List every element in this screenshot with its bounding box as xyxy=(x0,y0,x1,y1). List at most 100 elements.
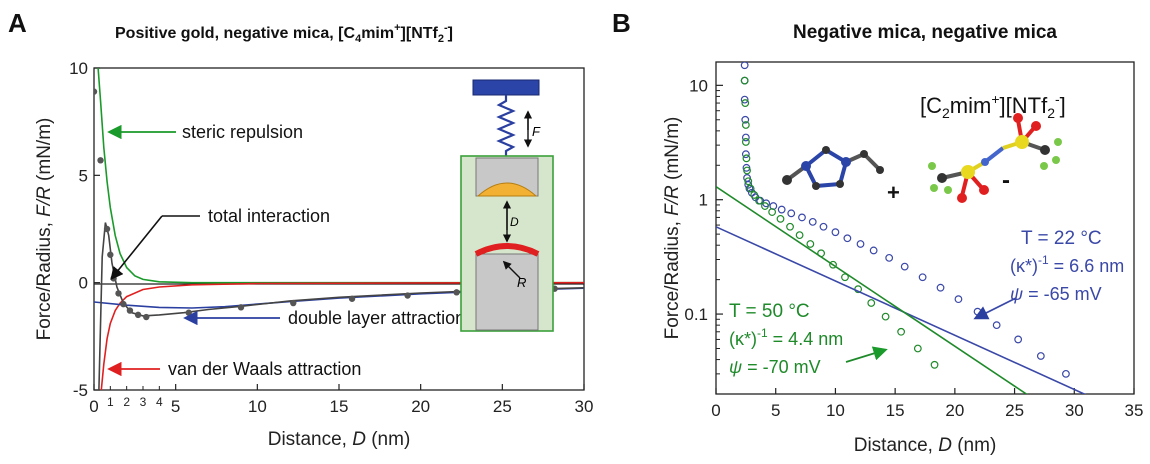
b-xtick-label: 0 xyxy=(711,401,720,420)
total-label: total interaction xyxy=(208,206,330,226)
b-point-22c xyxy=(843,234,852,243)
a-data-point xyxy=(97,157,104,164)
b-point-22c xyxy=(1062,369,1070,378)
b-point-22c xyxy=(992,321,1001,330)
b-point-22c xyxy=(918,273,927,282)
b-point-22c xyxy=(885,253,894,262)
spring-mount xyxy=(472,79,540,96)
a-xtick-label: 20 xyxy=(411,397,430,416)
b-point-50c xyxy=(746,184,755,193)
a-data-point xyxy=(120,300,127,308)
panel-b-letter: B xyxy=(612,8,631,38)
panel-b-ticks: 0 5 10 15 20 25 30 35 0.1 1 10 xyxy=(684,76,1143,420)
a-ytick-label: 5 xyxy=(79,166,88,185)
radius-label: R xyxy=(517,275,526,290)
annotation-22c: T = 22 °C (κ*)-1 = 6.6 nm ψ = -65 mV xyxy=(973,228,1124,320)
a-data-point xyxy=(126,307,134,314)
b-point-22c xyxy=(787,209,796,218)
radius-arrow xyxy=(502,260,521,279)
spring xyxy=(496,95,516,159)
panel-b-frame xyxy=(715,61,1135,395)
a-data-point xyxy=(237,304,245,311)
a-ytick-label: 0 xyxy=(79,274,88,293)
a-data-point xyxy=(143,313,150,321)
annotation-50c: T = 50 °C (κ*)-1 = 4.4 nm ψ = -70 mV xyxy=(729,301,888,377)
b-point-22c xyxy=(740,95,749,104)
b-point-50c xyxy=(761,202,769,210)
sfa-schematic: F D R xyxy=(460,79,554,332)
force-label: F xyxy=(532,124,541,139)
b-point-22c xyxy=(777,205,786,214)
b-point-50c xyxy=(930,360,939,369)
ionic-liquid-label: [C2mim+][NTf2-] xyxy=(920,91,1066,121)
b-point-22c xyxy=(900,262,909,271)
a-data-point xyxy=(453,289,460,296)
panel-b-ylabel: Force/Radius, F/R (mN/m) xyxy=(662,117,683,340)
t50-psi: ψ = -70 mV xyxy=(729,357,821,377)
gold-surface xyxy=(476,182,538,197)
b-xtick-label: 25 xyxy=(1005,401,1024,420)
a-xtick-minor-label: 2 xyxy=(123,395,130,409)
b-point-22c xyxy=(808,217,817,226)
a-data-point xyxy=(290,299,297,307)
t22-arrow xyxy=(973,297,1017,320)
panel-a-letter: A xyxy=(8,8,27,38)
b-point-50c xyxy=(806,240,815,248)
t22-psi: ψ = -65 mV xyxy=(1010,284,1102,304)
b-xtick-label: 20 xyxy=(945,401,964,420)
b-point-22c xyxy=(1014,335,1023,344)
b-point-22c xyxy=(741,115,750,124)
a-data-point xyxy=(404,292,411,299)
panel-b-xlabel: Distance, D (nm) xyxy=(854,435,997,456)
panel-b-plot-area xyxy=(716,62,1087,394)
b-point-22c xyxy=(744,180,753,189)
b-point-50c xyxy=(881,312,890,321)
b-ytick-label: 10 xyxy=(689,76,708,95)
a-xtick-label: 25 xyxy=(493,397,512,416)
b-xtick-label: 5 xyxy=(771,401,780,420)
b-xtick-label: 30 xyxy=(1065,401,1084,420)
t22-temp: T = 22 °C xyxy=(1021,228,1102,249)
b-point-22c xyxy=(741,150,750,159)
b-point-50c xyxy=(841,273,849,282)
a-xtick-label: 30 xyxy=(575,397,594,416)
mica-surface xyxy=(474,243,540,257)
b-point-50c xyxy=(786,222,794,231)
b-point-22c xyxy=(936,283,945,292)
b-point-50c xyxy=(750,191,759,199)
t22-debye: (κ*)-1 = 6.6 nm xyxy=(1010,253,1124,276)
double-layer-label: double layer attraction xyxy=(288,308,465,328)
b-point-22c xyxy=(819,222,828,231)
b-point-22c xyxy=(869,246,878,255)
b-xtick-label: 10 xyxy=(826,401,845,420)
panel-a-title: Positive gold, negative mica, [C4mim+][N… xyxy=(115,22,453,45)
b-ytick-label: 0.1 xyxy=(684,305,708,324)
b-point-50c xyxy=(744,177,753,186)
b-fit-22c xyxy=(716,226,1087,394)
b-point-22c xyxy=(954,295,963,304)
steric-label: steric repulsion xyxy=(182,122,303,142)
b-point-22c xyxy=(856,240,865,248)
b-point-50c xyxy=(913,344,922,353)
a-data-point xyxy=(185,309,192,316)
a-data-point xyxy=(134,311,142,319)
a-series-steric-repulsion xyxy=(97,68,584,284)
b-fit-50c xyxy=(716,186,1028,394)
a-ytick-label: -5 xyxy=(73,381,88,400)
cation-molecule: + xyxy=(782,146,900,205)
b-point-50c xyxy=(795,231,804,240)
t50-arrow xyxy=(845,346,888,363)
a-data-point xyxy=(94,88,98,95)
a-xtick-label: 10 xyxy=(248,397,267,416)
b-point-22c xyxy=(741,133,750,142)
b-ytick-label: 1 xyxy=(699,191,708,210)
panel-a-xlabel: Distance, D (nm) xyxy=(268,429,411,450)
a-xtick-minor-label: 4 xyxy=(156,395,163,409)
a-xtick-label: 0 xyxy=(89,397,98,416)
b-point-50c xyxy=(741,138,750,146)
panel-a-plot-area xyxy=(94,68,584,390)
a-ytick-label: 10 xyxy=(69,59,88,78)
b-xtick-label: 15 xyxy=(886,401,905,420)
